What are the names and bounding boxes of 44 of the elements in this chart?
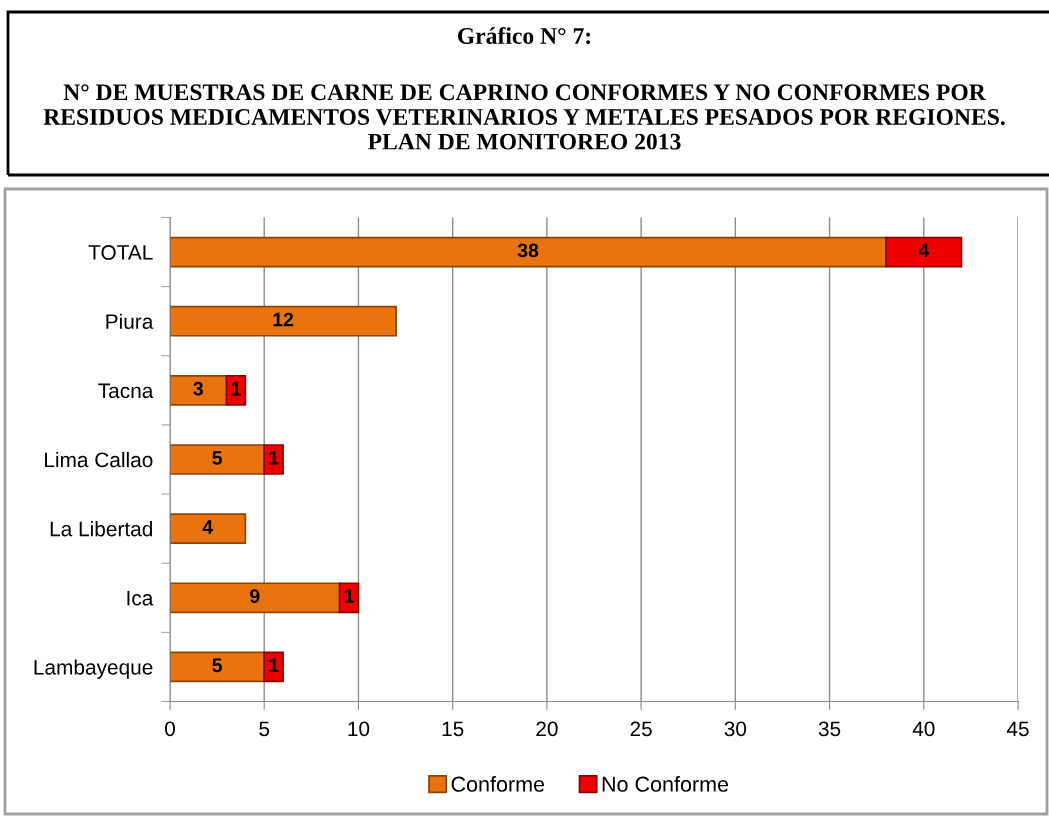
bar <box>170 513 247 544</box>
legend-label: Conforme <box>451 776 545 792</box>
chart-subtitle: N° DE MUESTRAS DE CARNE DE CAPRINO CONFORMES Y NO CONFORMES POR RESIDUOS MEDICAMENTOS VETERINARIOS Y METALES PESADOS POR REGIONES. PLAN DE MONITOREO 2013 <box>43 84 1005 150</box>
data-label: 4 <box>202 520 213 534</box>
chart-title: Gráfico N° 7: <box>457 27 591 45</box>
x-tick-label: 10 <box>348 721 370 737</box>
y-tick-label: Tacna <box>98 383 154 399</box>
x-tick-label: 5 <box>259 721 270 737</box>
data-label: 5 <box>212 451 222 465</box>
y-tick-label: Ica <box>127 591 154 606</box>
bar <box>170 582 341 614</box>
y-tick-label: TOTAL <box>88 245 153 260</box>
bar <box>885 236 963 268</box>
data-label: 1 <box>344 589 354 603</box>
data-label: 38 <box>517 243 539 258</box>
y-tick-label: Piura <box>106 313 154 329</box>
bar <box>263 444 284 475</box>
data-label: 1 <box>269 451 279 465</box>
x-tick-label: 35 <box>818 721 841 737</box>
data-label: 4 <box>918 243 930 258</box>
bar <box>170 236 887 268</box>
data-label: 9 <box>250 589 260 604</box>
data-label: 12 <box>273 312 294 327</box>
data-label: 5 <box>212 658 222 673</box>
data-label: 1 <box>269 658 279 672</box>
x-tick-label: 30 <box>724 721 747 737</box>
bar <box>170 651 266 683</box>
legend-label: No Conforme <box>602 776 729 792</box>
x-tick-label: 20 <box>536 721 558 737</box>
x-tick-label: 25 <box>630 721 652 737</box>
x-tick-label: 0 <box>165 721 175 737</box>
data-label: 1 <box>231 382 241 396</box>
data-label: 3 <box>193 381 203 396</box>
bar <box>263 651 284 683</box>
bar <box>170 444 266 475</box>
y-tick-label: La Libertad <box>50 521 152 537</box>
y-tick-label: Lambayeque <box>34 659 153 679</box>
bar <box>170 375 228 406</box>
bar <box>225 375 247 406</box>
y-tick-label: Lima Callao <box>45 451 153 468</box>
x-tick-label: 15 <box>442 721 464 737</box>
x-tick-label: 45 <box>1006 721 1029 737</box>
x-tick-label: 40 <box>912 721 935 737</box>
bar <box>170 305 397 337</box>
